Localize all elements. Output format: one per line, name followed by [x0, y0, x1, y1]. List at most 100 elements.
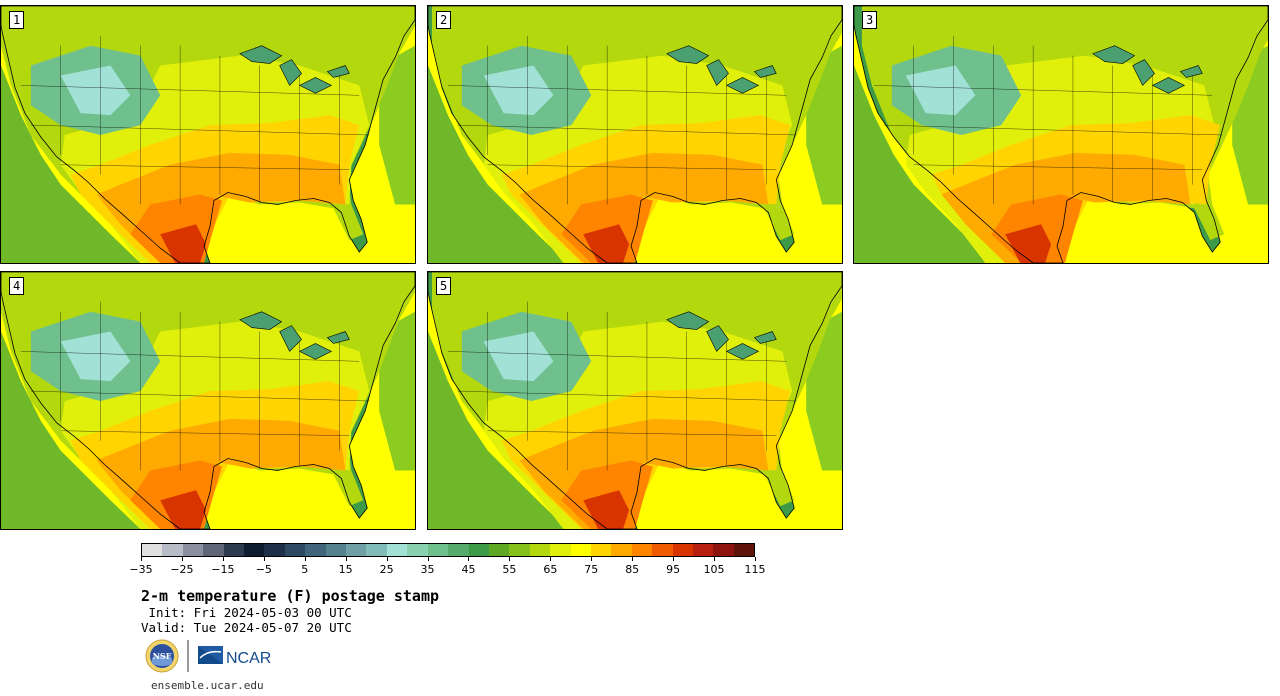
colorbar-tick-label: −15 — [211, 563, 235, 576]
temperature-band — [483, 65, 554, 116]
colorbar-tick-mark — [468, 557, 470, 561]
map-panel-3: 3 — [853, 5, 1269, 264]
colorbar-tick-label: 115 — [744, 563, 766, 576]
colorbar-tick-label: 85 — [625, 563, 640, 576]
temperature-band — [160, 224, 207, 263]
colorbar-cell — [448, 544, 469, 556]
colorbar-cell — [203, 544, 224, 556]
colorbar-tick-label: 25 — [379, 563, 394, 576]
pacific-ocean — [854, 65, 994, 263]
colorbar-cell — [672, 544, 693, 556]
colorbar-tick-label: 55 — [502, 563, 517, 576]
state-boundaries — [20, 35, 370, 205]
atlantic-ocean — [379, 311, 415, 471]
colorbar-cell — [692, 544, 714, 556]
map-panel-4: 4 — [0, 271, 416, 530]
colorbar-tick-mark — [427, 557, 429, 561]
colorbar-tick-mark — [345, 557, 347, 561]
ncar-logo: NCAR — [198, 646, 271, 667]
colorbar-cell — [611, 544, 632, 556]
state-boundaries — [873, 35, 1223, 205]
colorbar-cell — [427, 544, 449, 556]
pacific-ocean — [428, 65, 568, 263]
coastline — [1, 272, 415, 529]
temperature-band — [60, 331, 131, 382]
colorbar-cell — [142, 544, 163, 556]
colorbar-tick-mark — [632, 557, 634, 561]
svg-text:NSF: NSF — [153, 651, 172, 661]
colorbar-tick-mark — [509, 557, 511, 561]
atlantic-ocean — [379, 45, 415, 205]
colorbar-cell — [468, 544, 489, 556]
state-boundaries — [20, 301, 370, 471]
colorbar-tick-mark — [222, 557, 224, 561]
svg-text:NCAR: NCAR — [226, 650, 271, 667]
colorbar-tick-mark — [263, 557, 265, 561]
great-lakes — [239, 45, 350, 94]
coastline — [854, 6, 1268, 263]
colorbar-cell — [550, 544, 571, 556]
pacific-ocean — [1, 65, 141, 263]
temperature-band — [160, 490, 207, 529]
colorbar-cell — [407, 544, 428, 556]
colorbar-tick-label: 95 — [666, 563, 681, 576]
colorbar-tick-mark — [141, 557, 142, 561]
colorbar-cell — [488, 544, 510, 556]
colorbar-cell — [529, 544, 551, 556]
colorbar-cell — [590, 544, 612, 556]
great-lakes — [666, 45, 777, 94]
great-lakes — [239, 311, 350, 360]
panel-number-label: 4 — [9, 277, 25, 295]
colorbar-cell — [305, 544, 326, 556]
temperature-band — [1005, 224, 1052, 263]
map-panel-5: 5 — [427, 271, 843, 530]
pacific-ocean — [1, 331, 141, 529]
colorbar-cell — [386, 544, 408, 556]
sponsor-logos: NSF NCAR — [145, 639, 271, 673]
colorbar-cell — [325, 544, 347, 556]
temperature-band — [483, 331, 554, 382]
colorbar-tick-label: −35 — [129, 563, 153, 576]
colorbar-cell — [366, 544, 387, 556]
temperature-map — [1, 6, 415, 263]
colorbar-cell — [182, 544, 204, 556]
colorbar-cell — [509, 544, 530, 556]
temperature-colorbar — [141, 543, 755, 557]
colorbar-tick-label: 35 — [420, 563, 435, 576]
colorbar-cell — [264, 544, 285, 556]
footer-url: ensemble.ucar.edu — [151, 679, 264, 692]
nsf-logo: NSF — [145, 639, 179, 673]
valid-time: Valid: Tue 2024-05-07 20 UTC — [141, 620, 352, 635]
colorbar-tick-mark — [304, 557, 306, 561]
colorbar-tick-label: 75 — [584, 563, 599, 576]
colorbar-tick-label: 65 — [543, 563, 558, 576]
init-time: Init: Fri 2024-05-03 00 UTC — [141, 605, 352, 620]
colorbar-tick-label: 45 — [461, 563, 476, 576]
colorbar-cell — [223, 544, 245, 556]
chart-title: 2-m temperature (F) postage stamp — [141, 587, 440, 605]
colorbar-tick-mark — [550, 557, 552, 561]
colorbar-cell — [733, 544, 755, 556]
temperature-band — [905, 65, 976, 116]
temperature-map — [428, 272, 842, 529]
colorbar-tick-label: −25 — [170, 563, 194, 576]
colorbar-tick-mark — [755, 557, 756, 561]
state-boundaries — [447, 301, 797, 471]
panel-number-label: 3 — [862, 11, 878, 29]
colorbar-cell — [346, 544, 367, 556]
colorbar-cell — [244, 544, 265, 556]
panel-number-label: 1 — [9, 11, 25, 29]
state-boundaries — [447, 35, 797, 205]
colorbar-tick-mark — [181, 557, 183, 561]
colorbar-cell — [652, 544, 673, 556]
colorbar-cell — [713, 544, 734, 556]
colorbar-cell — [570, 544, 591, 556]
colorbar-tick-label: 5 — [301, 563, 309, 576]
temperature-band — [60, 65, 131, 116]
temperature-map — [1, 272, 415, 529]
coastline — [1, 6, 415, 263]
colorbar-cell — [162, 544, 183, 556]
great-lakes — [666, 311, 777, 360]
colorbar-tick-label: 105 — [703, 563, 725, 576]
colorbar-cell — [631, 544, 653, 556]
